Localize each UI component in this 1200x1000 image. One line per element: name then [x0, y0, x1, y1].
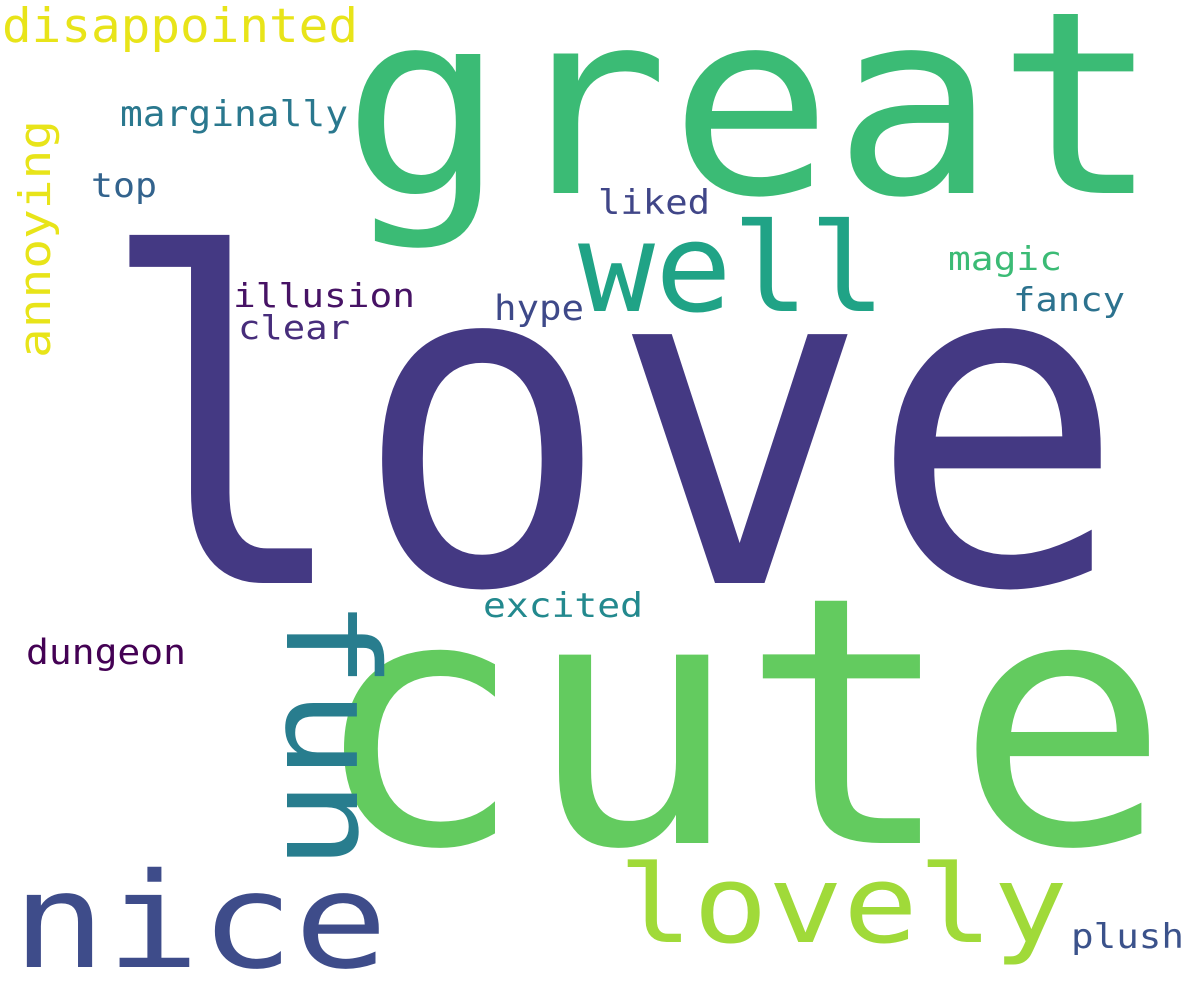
word-annoying: annoying — [10, 120, 61, 358]
word-liked: liked — [598, 183, 710, 223]
word-magic: magic — [948, 239, 1062, 278]
word-marginally: marginally — [120, 94, 348, 135]
word-dungeon: dungeon — [26, 633, 186, 673]
word-plush: plush — [1071, 917, 1184, 957]
word-great: great — [342, 0, 1160, 254]
word-hype: hype — [494, 289, 584, 329]
word-excited: excited — [483, 586, 643, 626]
word-fancy: fancy — [1013, 280, 1125, 319]
word-well: well — [578, 198, 886, 341]
word-lovely: lovely — [618, 843, 1068, 968]
word-top: top — [91, 166, 157, 206]
word-clear: clear — [238, 308, 350, 347]
word-disappointed: disappointed — [2, 0, 358, 54]
word-love: love — [96, 162, 1126, 691]
word-cute: cute — [310, 524, 1170, 925]
word-illusion: illusion — [233, 276, 415, 315]
word-nice: nice — [12, 845, 388, 999]
word-fun: fun — [256, 598, 405, 870]
